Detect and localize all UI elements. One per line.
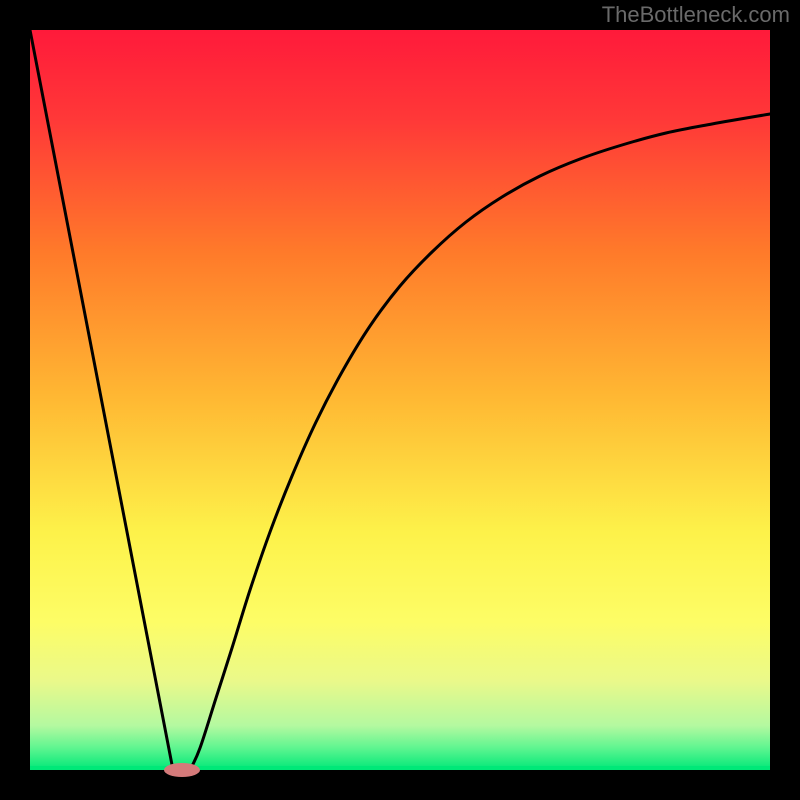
watermark-text: TheBottleneck.com (602, 2, 790, 28)
chart-container: TheBottleneck.com (0, 0, 800, 800)
plot-area (30, 30, 770, 770)
bottleneck-chart (0, 0, 800, 800)
baseline-strip (30, 766, 770, 770)
optimal-point-marker (164, 763, 200, 777)
